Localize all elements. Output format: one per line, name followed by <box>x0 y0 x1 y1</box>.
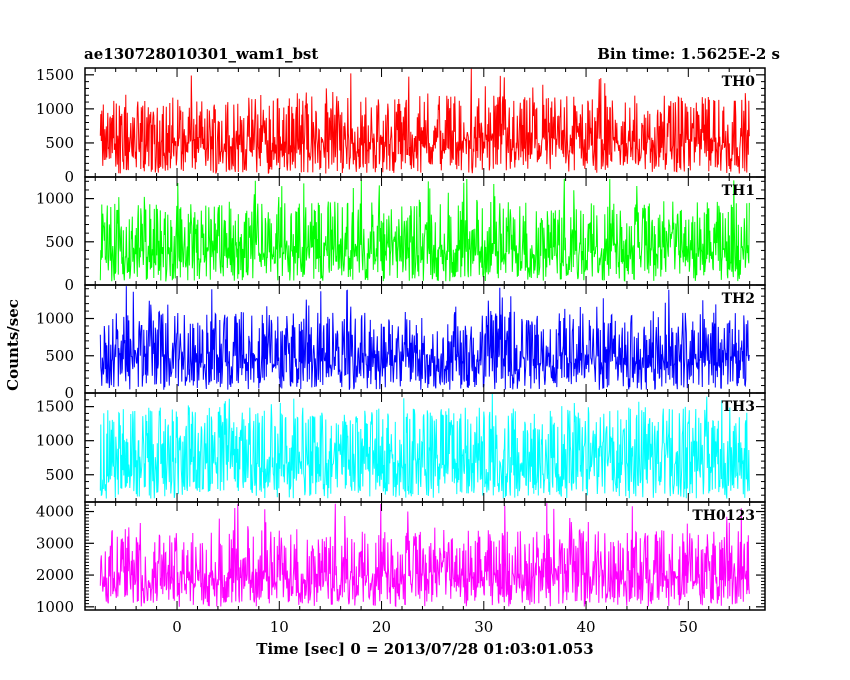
chart-title: ae130728010301_wam1_bst <box>84 45 318 63</box>
x-tick-label: 40 <box>577 618 596 636</box>
y-tick-label: 500 <box>45 233 74 251</box>
y-tick-label: 1000 <box>36 190 74 208</box>
panels-layer <box>99 68 750 608</box>
panel-label-th0123: TH0123 <box>692 508 755 524</box>
y-tick-label: 500 <box>45 466 74 484</box>
panel-label-th1: TH1 <box>722 183 755 199</box>
y-tick-label: 0 <box>64 168 74 186</box>
y-tick-label: 1500 <box>36 66 74 84</box>
series-th0123-trace <box>99 503 750 608</box>
y-tick-label: 0 <box>64 384 74 402</box>
y-axis-label: Counts/sec <box>4 299 22 391</box>
series-th2-trace <box>99 286 750 390</box>
panel-label-th0: TH0 <box>722 74 756 90</box>
x-tick-label: 30 <box>474 618 493 636</box>
x-tick-label: 50 <box>679 618 698 636</box>
series-th0-trace <box>99 68 750 174</box>
y-tick-label: 4000 <box>36 503 74 521</box>
y-tick-label: 1000 <box>36 100 74 118</box>
x-axis-label: Time [sec] 0 = 2013/07/28 01:03:01.053 <box>256 640 593 658</box>
y-tick-label: 1000 <box>36 432 74 450</box>
panel-label-th2: TH2 <box>722 291 755 307</box>
y-tick-label: 500 <box>45 134 74 152</box>
series-th3-trace <box>99 393 750 499</box>
x-tick-label: 0 <box>172 618 182 636</box>
y-tick-label: 500 <box>45 347 74 365</box>
y-tick-label: 1000 <box>36 310 74 328</box>
bin-time-label: Bin time: 1.5625E-2 s <box>597 45 780 63</box>
y-tick-label: 0 <box>64 276 74 294</box>
y-tick-label: 3000 <box>36 534 74 552</box>
panel-label-th3: TH3 <box>722 399 755 415</box>
y-tick-label: 2000 <box>36 566 74 584</box>
x-tick-label: 10 <box>270 618 289 636</box>
x-tick-label: 20 <box>372 618 391 636</box>
y-tick-label: 1500 <box>36 398 74 416</box>
y-tick-label: 1000 <box>36 598 74 616</box>
series-th1-trace <box>99 178 750 282</box>
